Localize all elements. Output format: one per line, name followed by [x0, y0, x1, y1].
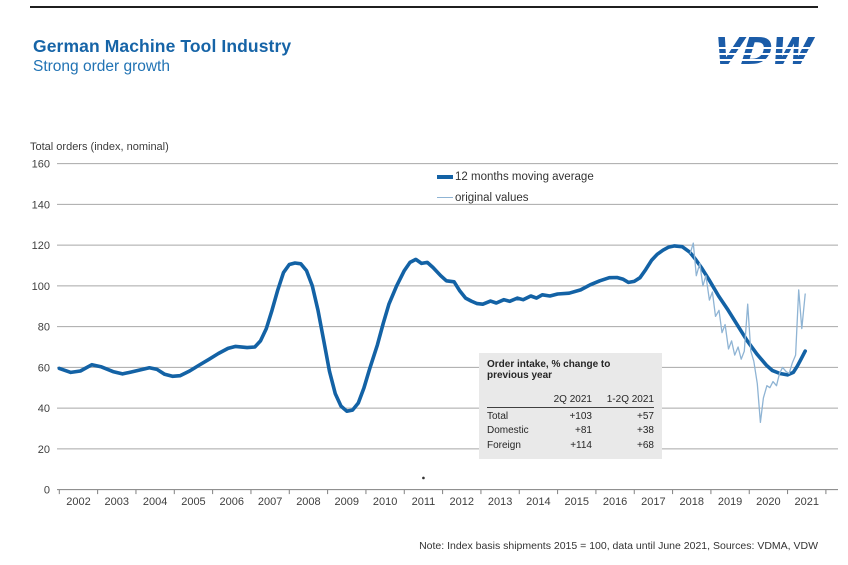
table-header-1-2q2021: 1-2Q 2021 — [592, 393, 654, 408]
table-cell-domestic-2q: +81 — [575, 425, 592, 436]
logo-stripe — [710, 53, 820, 55]
logo-stripe — [710, 59, 820, 61]
x-tick-label: 2009 — [335, 496, 359, 508]
table-row: Domestic +81 +38 — [487, 423, 654, 438]
x-tick-label: 2005 — [181, 496, 205, 508]
x-tick-label: 2019 — [718, 496, 742, 508]
table-header-empty — [487, 393, 542, 408]
x-tick-label: 2003 — [105, 496, 129, 508]
x-tick-label: 2012 — [450, 496, 474, 508]
x-tick-label: 2010 — [373, 496, 397, 508]
table-cell-total-label: Total — [487, 410, 509, 422]
x-tick-label: 2008 — [296, 496, 320, 508]
table-row: Foreign +114 +68 — [487, 437, 654, 452]
x-tick-label: 2017 — [641, 496, 665, 508]
top-rule — [30, 6, 818, 8]
y-tick-label: 40 — [38, 403, 50, 415]
x-tick-label: 2013 — [488, 496, 512, 508]
x-tick-label: 2006 — [220, 496, 244, 508]
vdw-logo: VDW — [710, 30, 820, 74]
table-cell-total-2q: +103 — [569, 410, 592, 422]
stray-dot — [422, 476, 425, 480]
y-tick-label: 140 — [32, 199, 50, 211]
legend-swatch-moving-average — [437, 174, 453, 179]
page-subtitle: Strong order growth — [33, 58, 170, 75]
y-tick-label: 0 — [44, 485, 50, 497]
legend-label-moving-average: 12 months moving average — [455, 170, 594, 183]
x-tick-label: 2004 — [143, 496, 167, 508]
y-tick-label: 120 — [32, 240, 50, 252]
y-tick-label: 60 — [38, 362, 50, 374]
y-tick-label: 80 — [38, 322, 50, 334]
table-title: Order intake, % change to previous year — [487, 359, 611, 381]
footnote: Note: Index basis shipments 2015 = 100, … — [419, 540, 818, 552]
table-cell-total-12q: +57 — [637, 410, 654, 422]
y-tick-label: 100 — [32, 281, 50, 293]
table-header-row: 2Q 2021 1-2Q 2021 — [487, 393, 654, 408]
legend-item-original-values: original values — [437, 187, 594, 208]
x-tick-label: 2007 — [258, 496, 282, 508]
table-cell-foreign-2q: +114 — [570, 439, 592, 451]
x-tick-label: 2021 — [794, 496, 818, 508]
x-tick-label: 2020 — [756, 496, 780, 508]
table-cell-domestic-label: Domestic — [487, 425, 529, 436]
logo-stripe — [710, 47, 820, 49]
original-values-line — [689, 242, 806, 424]
y-tick-label: 20 — [38, 444, 50, 456]
legend-label-original-values: original values — [455, 191, 529, 204]
x-tick-label: 2011 — [412, 496, 436, 508]
chart-legend: 12 months moving average original values — [437, 166, 594, 208]
page-title: German Machine Tool Industry — [33, 36, 292, 56]
table-cell-foreign-label: Foreign — [487, 439, 521, 451]
legend-item-moving-average: 12 months moving average — [437, 166, 594, 187]
logo-stripe — [710, 65, 820, 67]
table-cell-foreign-12q: +68 — [637, 439, 654, 451]
order-intake-table: Order intake, % change to previous year … — [479, 353, 662, 459]
table-row: Total +103 +57 — [487, 408, 654, 423]
moving-average-line — [57, 244, 808, 414]
y-axis-title: Total orders (index, nominal) — [30, 141, 169, 153]
table-header-2q2021: 2Q 2021 — [541, 393, 592, 408]
x-tick-label: 2002 — [66, 496, 90, 508]
table-cell-domestic-12q: +38 — [637, 425, 654, 436]
y-tick-label: 160 — [32, 159, 50, 171]
x-tick-label: 2015 — [565, 496, 589, 508]
x-tick-label: 2014 — [526, 496, 550, 508]
x-tick-label: 2018 — [680, 496, 704, 508]
x-tick-label: 2016 — [603, 496, 627, 508]
legend-swatch-original-values — [437, 196, 453, 199]
